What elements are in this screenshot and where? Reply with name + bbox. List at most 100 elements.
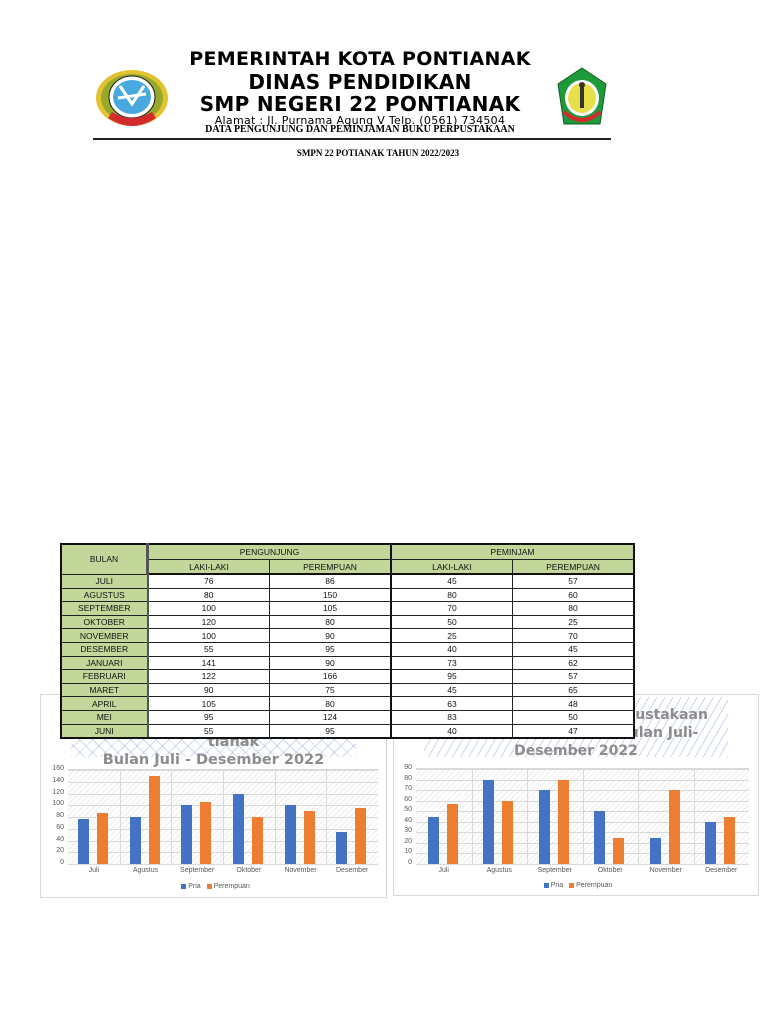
cell-bulan: JANUARI bbox=[60, 655, 149, 671]
cell-pengunjung-perempuan: 75 bbox=[269, 682, 392, 698]
y-axis-tick: 40 bbox=[404, 816, 412, 824]
category-divider bbox=[119, 770, 121, 864]
table-row: SEPTEMBER 100 105 70 80 bbox=[60, 601, 635, 616]
y-axis-tick: 90 bbox=[404, 764, 412, 771]
cell-bulan: NOVEMBER bbox=[60, 628, 149, 643]
cell-peminjam-laki: 45 bbox=[390, 682, 513, 698]
bar-pria-juli bbox=[77, 819, 89, 864]
bar-perempuan-september bbox=[200, 802, 212, 864]
cell-bulan: APRIL bbox=[60, 696, 149, 711]
cell-peminjam-perempuan: 25 bbox=[512, 614, 635, 630]
bar-pria-oktober bbox=[594, 811, 606, 864]
category-divider bbox=[582, 769, 584, 864]
cell-pengunjung-perempuan: 166 bbox=[269, 669, 392, 684]
legend-swatch-pria bbox=[543, 882, 549, 888]
category-divider bbox=[471, 769, 473, 864]
cell-peminjam-perempuan: 57 bbox=[512, 573, 635, 589]
y-axis-tick: 20 bbox=[56, 847, 64, 855]
y-axis-tick: 0 bbox=[60, 859, 64, 866]
cell-peminjam-laki: 50 bbox=[390, 614, 513, 630]
cell-peminjam-laki: 40 bbox=[390, 723, 513, 740]
cell-pengunjung-laki: 55 bbox=[147, 641, 270, 657]
gridline bbox=[416, 864, 749, 865]
y-axis-tick: 70 bbox=[404, 785, 412, 793]
cell-peminjam-laki: 63 bbox=[390, 696, 513, 711]
letterhead-government: PEMERINTAH KOTA PONTIANAK bbox=[189, 48, 531, 70]
y-axis-tick: 120 bbox=[52, 788, 64, 796]
x-axis-label: September bbox=[537, 867, 572, 874]
letterhead-address: Alamat : Jl. Purnama Agung V Telp. (0561… bbox=[214, 114, 506, 127]
table-row: FEBRUARI 122 166 95 57 bbox=[60, 669, 635, 684]
document-subtitle: SMPN 22 POTIANAK TAHUN 2022/2023 bbox=[296, 148, 460, 158]
x-axis-label: November bbox=[649, 867, 682, 874]
bar-perempuan-oktober bbox=[251, 817, 263, 864]
chart-peminjam-legend: Pria Perempuan bbox=[394, 882, 758, 889]
cell-peminjam-perempuan: 50 bbox=[512, 709, 635, 725]
cell-pengunjung-laki: 141 bbox=[147, 655, 270, 671]
category-divider bbox=[527, 769, 528, 864]
table-row: APRIL 105 80 63 48 bbox=[60, 696, 635, 711]
y-axis-tick: 80 bbox=[404, 774, 412, 782]
y-axis-tick: 100 bbox=[52, 800, 64, 808]
city-emblem-icon bbox=[96, 70, 168, 126]
letterhead-department: DINAS PENDIDIKAN bbox=[248, 70, 472, 94]
cell-bulan: SEPTEMBER bbox=[60, 601, 149, 616]
cell-peminjam-laki: 25 bbox=[390, 628, 513, 643]
chart-pengunjung-plot-area: 0 20 40 60 80 100 120 140 160 Juli Agustus Septembe… bbox=[52, 765, 378, 874]
cell-bulan: JUNI bbox=[60, 723, 149, 740]
table-row: NOVEMBER 100 90 25 70 bbox=[60, 628, 635, 643]
cell-bulan: OKTOBER bbox=[60, 614, 149, 630]
letterhead-school: SMP NEGERI 22 PONTIANAK bbox=[199, 92, 521, 116]
table-row: JUNI 55 95 40 47 bbox=[60, 723, 635, 740]
cell-pengunjung-laki: 100 bbox=[147, 601, 270, 616]
cell-bulan: MEI bbox=[60, 709, 149, 725]
bar-perempuan-november bbox=[303, 811, 315, 864]
cell-pengunjung-perempuan: 80 bbox=[269, 614, 392, 630]
header-pengunjung-perempuan: PEREMPUAN bbox=[269, 559, 392, 575]
cell-pengunjung-laki: 120 bbox=[147, 614, 270, 630]
category-divider bbox=[274, 770, 276, 864]
bar-perempuan-november bbox=[668, 790, 680, 864]
library-data-table: BULAN PENGUNJUNG PEMINJAM LAKI-LAKI PERE… bbox=[60, 543, 635, 740]
table-row: JANUARI 141 90 73 62 bbox=[60, 655, 635, 671]
cell-peminjam-perempuan: 65 bbox=[512, 682, 635, 698]
header-peminjam: PEMINJAM bbox=[390, 543, 635, 560]
bar-perempuan-september bbox=[557, 779, 569, 864]
cell-bulan: MARET bbox=[60, 682, 149, 698]
bar-pria-desember bbox=[705, 821, 717, 864]
cell-pengunjung-laki: 95 bbox=[147, 709, 270, 725]
chart-peminjam-plot-area: 0 10 20 30 40 50 60 70 80 90 Juli Agustus September O… bbox=[404, 764, 749, 874]
letterhead-divider bbox=[93, 138, 611, 140]
bar-pria-september bbox=[538, 790, 550, 864]
x-axis-label: Agustus bbox=[132, 867, 159, 874]
legend-swatch-perempuan bbox=[569, 882, 575, 888]
bar-perempuan-desember bbox=[355, 808, 367, 864]
table-row: MARET 90 75 45 65 bbox=[60, 682, 635, 698]
y-axis-tick: 10 bbox=[404, 848, 412, 856]
x-axis-label: Desember bbox=[705, 867, 738, 874]
legend-swatch-pria bbox=[181, 883, 187, 889]
x-axis-label: Agustus bbox=[486, 867, 512, 874]
cell-pengunjung-laki: 90 bbox=[147, 682, 270, 698]
cell-peminjam-perempuan: 48 bbox=[512, 696, 635, 711]
y-axis-tick: 140 bbox=[52, 776, 64, 784]
cell-pengunjung-perempuan: 86 bbox=[269, 573, 392, 589]
y-axis-tick: 0 bbox=[408, 859, 412, 866]
category-divider bbox=[638, 769, 639, 864]
header-pengunjung-laki: LAKI-LAKI bbox=[147, 559, 270, 575]
x-axis-label: November bbox=[284, 867, 317, 874]
bar-pria-november bbox=[284, 805, 296, 864]
cell-peminjam-laki: 70 bbox=[390, 601, 513, 616]
school-logo bbox=[556, 66, 608, 132]
category-divider bbox=[223, 770, 224, 864]
document-title: DATA PENGUNJUNG DAN PEMINJAMAN BUKU PERP… bbox=[205, 124, 515, 135]
cell-pengunjung-perempuan: 90 bbox=[269, 628, 392, 643]
cell-bulan: DESEMBER bbox=[60, 641, 149, 657]
bar-perempuan-oktober bbox=[613, 837, 625, 864]
cell-pengunjung-laki: 55 bbox=[147, 723, 270, 740]
bar-perempuan-juli bbox=[96, 813, 108, 864]
y-axis-tick: 60 bbox=[404, 795, 412, 803]
cell-pengunjung-perempuan: 95 bbox=[269, 641, 392, 657]
x-axis-label: Oktober bbox=[597, 867, 623, 874]
cell-peminjam-laki: 83 bbox=[390, 709, 513, 725]
